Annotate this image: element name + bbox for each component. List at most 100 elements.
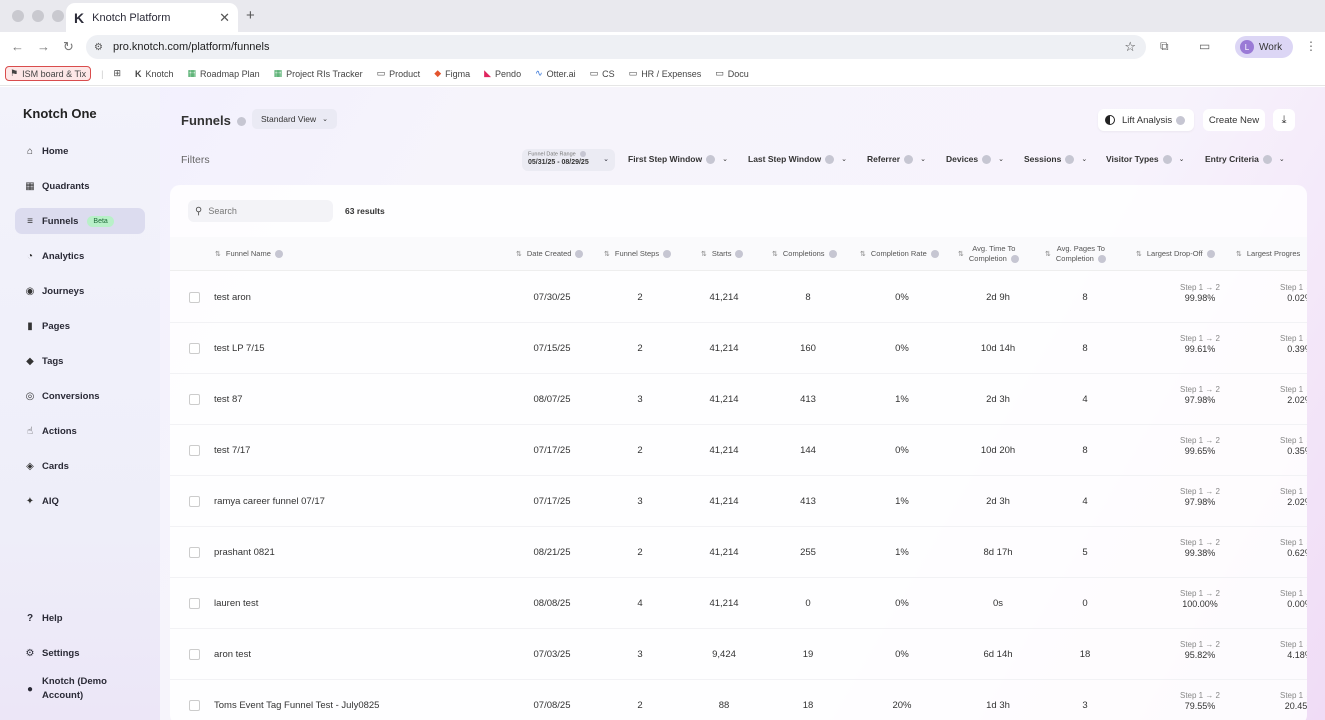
bookmark-docu[interactable]: ▭ Docu <box>715 68 749 79</box>
info-icon[interactable] <box>1176 115 1186 125</box>
table-row[interactable]: test LP 7/15 07/15/25 2 41,214 160 0% 10d 14h 8… <box>170 323 1307 374</box>
info-icon[interactable] <box>579 151 586 157</box>
browser-tab[interactable]: K Knotch Platform ✕ <box>66 3 238 32</box>
minimize-window-button[interactable] <box>32 10 44 22</box>
brand-logo[interactable]: Knotch One <box>23 106 97 121</box>
new-tab-icon[interactable]: + <box>246 7 255 24</box>
info-icon[interactable] <box>828 249 837 258</box>
funnel-name-cell[interactable]: test 7/17 <box>214 445 251 456</box>
info-icon[interactable] <box>904 154 914 164</box>
close-window-button[interactable] <box>12 10 24 22</box>
lift-analysis-button[interactable]: Lift Analysis <box>1098 109 1194 131</box>
bookmark-ism-board[interactable]: ⚑ ISM board & Tix <box>5 66 92 81</box>
info-icon[interactable] <box>825 154 835 164</box>
back-icon[interactable]: ← <box>11 39 24 54</box>
info-icon[interactable] <box>1262 154 1272 164</box>
browser-menu-icon[interactable]: ⋮ <box>1305 39 1317 53</box>
info-icon[interactable] <box>236 117 246 127</box>
close-tab-icon[interactable]: ✕ <box>219 9 230 25</box>
sidebar-item-analytics[interactable]: ◔ Analytics <box>15 243 145 269</box>
funnel-name-cell[interactable]: prashant 0821 <box>214 547 275 558</box>
sidebar-item-cards[interactable]: ◈ Cards <box>15 453 145 479</box>
address-bar[interactable]: ⚙ pro.knotch.com/platform/funnels ☆ <box>86 35 1146 59</box>
bookmark-project-tracker[interactable]: ▦ Project RIs Tracker <box>273 68 363 79</box>
info-icon[interactable] <box>930 249 939 258</box>
info-icon[interactable] <box>1065 154 1075 164</box>
sidebar-item-account[interactable]: ● Knotch (Demo Account) <box>15 675 107 703</box>
sidebar-item-journeys[interactable]: ◉ Journeys <box>25 285 85 297</box>
row-checkbox[interactable] <box>189 649 200 660</box>
col-completion-rate[interactable]: ⇅ Completion Rate <box>860 249 939 258</box>
filter-devices[interactable]: Devices ⌄ <box>946 154 1005 164</box>
tab-search-icon[interactable]: ▭ <box>1199 39 1211 53</box>
col-funnel-name[interactable]: ⇅ Funnel Name <box>215 249 283 258</box>
table-row[interactable]: prashant 0821 08/21/25 2 41,214 255 1% 8d 17h 5… <box>170 527 1307 578</box>
col-starts[interactable]: ⇅ Starts <box>701 249 744 258</box>
sidebar-item-aiq[interactable]: ✦ AIQ <box>25 495 59 507</box>
col-date-created[interactable]: ⇅ Date Created <box>516 249 584 258</box>
window-controls[interactable] <box>12 10 64 22</box>
row-checkbox[interactable] <box>189 394 200 405</box>
search-input[interactable]: ⚲ Search <box>188 200 333 222</box>
sidebar-item-pages[interactable]: ▮ Pages <box>15 313 145 339</box>
bookmark-star-icon[interactable]: ☆ <box>1124 39 1136 54</box>
funnel-name-cell[interactable]: test 87 <box>214 394 243 405</box>
bookmark-figma[interactable]: ◆ Figma <box>434 68 471 79</box>
filter-visitor-types[interactable]: Visitor Types ⌄ <box>1106 154 1185 164</box>
info-icon[interactable] <box>1206 249 1215 258</box>
table-row[interactable]: aron test 07/03/25 3 9,424 19 0% 6d 14h 18 Step … <box>170 629 1307 680</box>
row-checkbox[interactable] <box>189 496 200 507</box>
table-row[interactable]: ramya career funnel 07/17 07/17/25 3 41,214… <box>170 476 1307 527</box>
bookmark-cs[interactable]: ▭ CS <box>589 68 615 79</box>
reload-icon[interactable]: ↻ <box>63 39 74 54</box>
site-settings-icon[interactable]: ⚙ <box>94 41 103 53</box>
bookmark-roadmap-plan[interactable]: ▦ Roadmap Plan <box>187 68 260 79</box>
sidebar-item-conversions[interactable]: ◎ Conversions <box>25 390 100 402</box>
col-largest-dropoff[interactable]: ⇅ Largest Drop-Off <box>1136 249 1215 258</box>
filter-entry-criteria[interactable]: Entry Criteria ⌄ <box>1205 154 1285 164</box>
funnel-name-cell[interactable]: lauren test <box>214 598 259 609</box>
row-checkbox[interactable] <box>189 343 200 354</box>
col-funnel-steps[interactable]: ⇅ Funnel Steps <box>604 249 672 258</box>
funnel-name-cell[interactable]: ramya career funnel 07/17 <box>214 496 325 507</box>
funnel-name-cell[interactable]: Toms Event Tag Funnel Test - July0825 <box>214 700 380 711</box>
info-icon[interactable] <box>1097 255 1106 264</box>
row-checkbox[interactable] <box>189 445 200 456</box>
info-icon[interactable] <box>706 154 716 164</box>
filter-first-step-window[interactable]: First Step Window ⌄ <box>628 154 728 164</box>
col-completions[interactable]: ⇅ Completions <box>772 249 837 258</box>
profile-button[interactable]: L Work <box>1235 36 1293 58</box>
bookmark-otter[interactable]: ∿ Otter.ai <box>535 68 576 79</box>
funnel-name-cell[interactable]: aron test <box>214 649 251 660</box>
sidebar-item-funnels[interactable]: ≡ Funnels Beta <box>15 208 145 234</box>
info-icon[interactable] <box>982 154 992 164</box>
date-range-filter[interactable]: Funnel Date Range 05/31/25 - 08/29/25 ⌄ <box>522 149 615 171</box>
table-row[interactable]: lauren test 08/08/25 4 41,214 0 0% 0s 0 Step 1 →… <box>170 578 1307 629</box>
sidebar-item-settings[interactable]: ⚙ Settings <box>25 648 80 659</box>
sidebar-item-home[interactable]: ⌂ Home <box>15 138 145 164</box>
filter-last-step-window[interactable]: Last Step Window ⌄ <box>748 154 847 164</box>
col-largest-progress[interactable]: ⇅ Largest Progres <box>1236 249 1301 258</box>
funnel-name-cell[interactable]: test aron <box>214 292 251 303</box>
sidebar-item-quadrants[interactable]: ▦ Quadrants <box>25 180 90 192</box>
info-icon[interactable] <box>1162 154 1172 164</box>
row-checkbox[interactable] <box>189 547 200 558</box>
sidebar-item-tags[interactable]: ◆ Tags <box>15 348 145 374</box>
extensions-icon[interactable]: ⧉ <box>1160 39 1169 53</box>
table-row[interactable]: test aron 07/30/25 2 41,214 8 0% 2d 9h 8 Step 1 … <box>170 272 1307 323</box>
bookmark-knotch[interactable]: K Knotch <box>135 68 174 79</box>
row-checkbox[interactable] <box>189 700 200 711</box>
info-icon[interactable] <box>663 249 672 258</box>
view-selector[interactable]: Standard View ⌄ <box>252 109 338 129</box>
forward-icon[interactable]: → <box>37 39 50 54</box>
info-icon[interactable] <box>575 249 584 258</box>
funnel-name-cell[interactable]: test LP 7/15 <box>214 343 265 354</box>
table-row[interactable]: test 87 08/07/25 3 41,214 413 1% 2d 3h 4 Step 1 … <box>170 374 1307 425</box>
bookmark-hr-expenses[interactable]: ▭ HR / Expenses <box>628 68 702 79</box>
filter-sessions[interactable]: Sessions ⌄ <box>1024 154 1088 164</box>
filter-referrer[interactable]: Referrer ⌄ <box>867 154 926 164</box>
table-row[interactable]: test 7/17 07/17/25 2 41,214 144 0% 10d 20h 8 Ste… <box>170 425 1307 476</box>
row-checkbox[interactable] <box>189 598 200 609</box>
create-new-button[interactable]: Create New <box>1203 109 1265 131</box>
info-icon[interactable] <box>274 249 283 258</box>
